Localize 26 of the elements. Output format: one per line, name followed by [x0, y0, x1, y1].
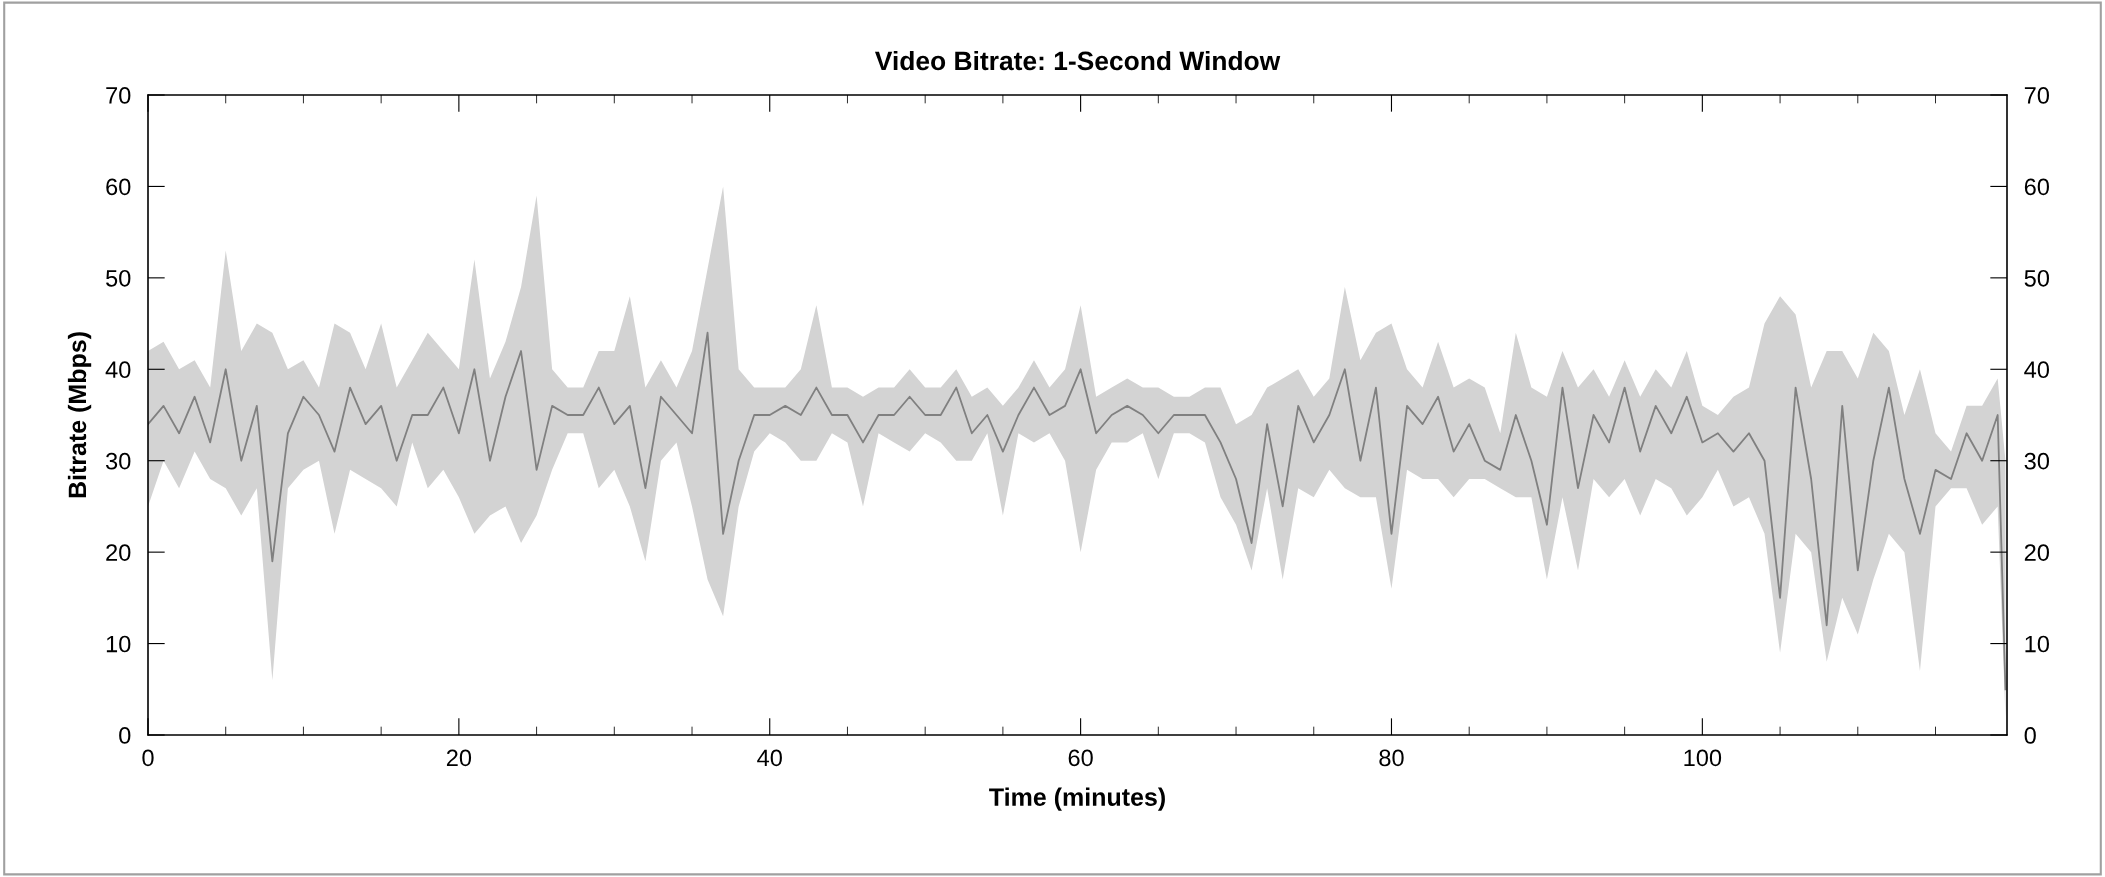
- y-tick-label: 40: [105, 361, 131, 379]
- y2-tick-label: 20: [2024, 544, 2050, 561]
- x-tick-label: 80: [1379, 749, 1404, 767]
- x-tick-label: 0: [142, 749, 154, 767]
- x-tick-label: 20: [446, 749, 472, 767]
- y-tick-label: 20: [106, 544, 131, 561]
- line-series: [148, 331, 2007, 691]
- y-tick-label: 50: [106, 269, 131, 287]
- y2-tick-label: 10: [2025, 635, 2050, 653]
- x-tick-label: 60: [1068, 749, 1093, 767]
- y2-tick-label: 70: [2024, 87, 2050, 104]
- y-tick-label: 60: [106, 178, 131, 196]
- y-tick-label: 0: [119, 727, 131, 744]
- y2-tick-label: 30: [2024, 452, 2050, 470]
- chart-title: Video Bitrate: 1-Second Window: [874, 50, 1281, 71]
- x-tick-label: 100: [1684, 749, 1722, 767]
- y-tick-label: 10: [106, 635, 131, 653]
- y2-tick-label: 40: [2024, 361, 2050, 379]
- y-tick-label: 30: [105, 452, 131, 470]
- y2-tick-label: 0: [2024, 727, 2036, 744]
- x-axis-title: Time (minutes): [989, 787, 1165, 811]
- y2-tick-label: 60: [2024, 178, 2050, 196]
- y-tick-label: 70: [106, 87, 131, 104]
- x-tick-label: 40: [757, 749, 782, 767]
- y2-tick-label: 50: [2024, 269, 2050, 287]
- y-axis-title: Bitrate (Mbps): [67, 332, 92, 498]
